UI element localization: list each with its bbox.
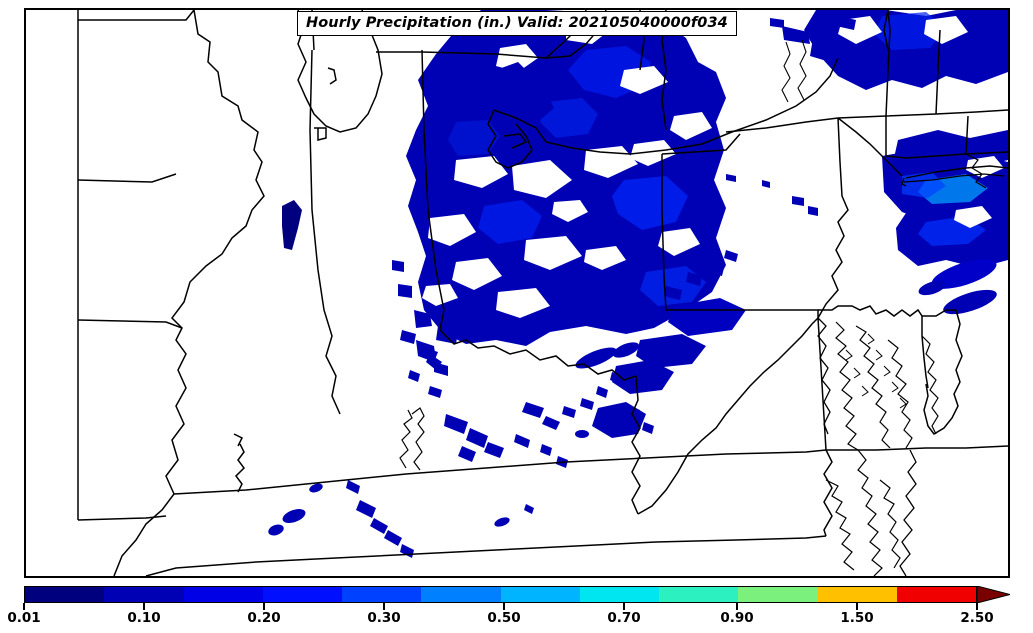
colorbar-label-2.50: 2.50 [960, 610, 994, 626]
colorbar-tick-6 [736, 603, 738, 610]
colorbar-label-0.20: 0.20 [247, 610, 281, 626]
colorbar-segment-2 [183, 587, 263, 602]
colorbar-tick-0 [23, 603, 25, 610]
colorbar-segment-1 [104, 587, 184, 602]
colorbar-segment-8 [659, 587, 739, 602]
colorbar-tick-4 [503, 603, 505, 610]
colorbar-segment-0 [25, 587, 105, 602]
colorbar-segment-10 [817, 587, 897, 602]
colorbar-label-0.70: 0.70 [607, 610, 641, 626]
colorbar-tick-8 [976, 603, 978, 610]
colorbar-label-1.50: 1.50 [840, 610, 874, 626]
map-title-box: Hourly Precipitation (in.) Valid: 202105… [297, 11, 737, 36]
colorbar-gradient [24, 586, 977, 603]
colorbar-label-0.50: 0.50 [487, 610, 521, 626]
colorbar-label-0.01: 0.01 [7, 610, 41, 626]
colorbar-tick-labels: 0.01 0.10 0.20 0.30 0.50 0.70 0.90 1.50 2.50 [0, 610, 1033, 632]
colorbar-tick-1 [143, 603, 145, 610]
colorbar-segment-4 [342, 587, 422, 602]
precipitation-field [268, 10, 1008, 558]
colorbar-segment-3 [262, 587, 342, 602]
colorbar-segment-11 [896, 587, 976, 602]
map-panel [24, 8, 1010, 578]
colorbar-label-0.90: 0.90 [720, 610, 754, 626]
colorbar-ticks [0, 603, 1033, 611]
coastline-detail [845, 333, 907, 409]
map-canvas [77, 10, 1008, 576]
state-boundaries [77, 10, 1008, 576]
colorbar-segment-6 [500, 587, 580, 602]
colorbar-label-0.30: 0.30 [367, 610, 401, 626]
colorbar-tick-3 [383, 603, 385, 610]
colorbar-extend-arrow [977, 586, 1010, 603]
colorbar-tick-2 [263, 603, 265, 610]
colorbar-label-0.10: 0.10 [127, 610, 161, 626]
colorbar-tick-5 [623, 603, 625, 610]
colorbar-segment-9 [738, 587, 818, 602]
colorbar: 0.01 0.10 0.20 0.30 0.50 0.70 0.90 1.50 2.50 [0, 585, 1033, 633]
map-title: Hourly Precipitation (in.) Valid: 202105… [306, 15, 728, 31]
colorbar-segment-5 [421, 587, 501, 602]
colorbar-tick-7 [856, 603, 858, 610]
colorbar-segment-7 [579, 587, 659, 602]
